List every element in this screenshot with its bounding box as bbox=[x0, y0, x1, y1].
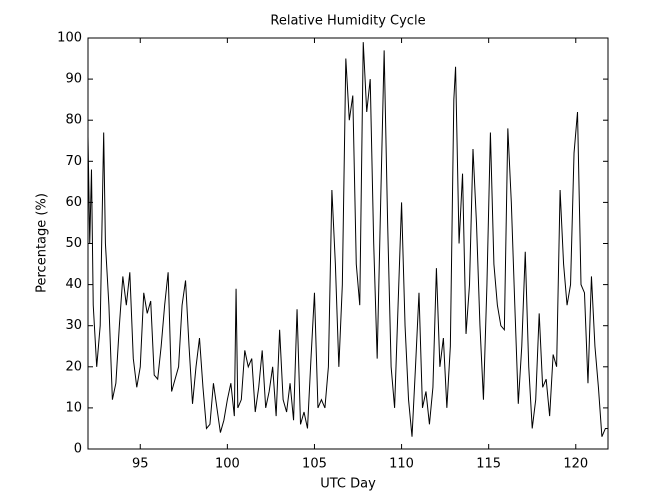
y-tick-label: 50 bbox=[65, 236, 82, 251]
x-tick-label: 120 bbox=[563, 457, 588, 472]
y-tick-label: 70 bbox=[65, 154, 82, 169]
y-tick-label: 100 bbox=[57, 31, 82, 46]
y-axis-label: Percentage (%) bbox=[35, 193, 50, 293]
chart-title: Relative Humidity Cycle bbox=[270, 14, 425, 29]
y-tick-label: 60 bbox=[65, 195, 82, 210]
y-tick-label: 30 bbox=[65, 318, 82, 333]
x-tick-label: 110 bbox=[389, 457, 414, 472]
x-tick-label: 100 bbox=[215, 457, 240, 472]
y-tick-label: 20 bbox=[65, 359, 82, 374]
y-tick-label: 80 bbox=[65, 113, 82, 128]
y-tick-label: 40 bbox=[65, 277, 82, 292]
x-axis-label: UTC Day bbox=[320, 477, 376, 492]
x-tick-label: 115 bbox=[476, 457, 501, 472]
y-tick-label: 10 bbox=[65, 400, 82, 415]
y-tick-label: 90 bbox=[65, 72, 82, 87]
y-tick-label: 0 bbox=[74, 442, 82, 457]
x-tick-label: 105 bbox=[302, 457, 327, 472]
data-line bbox=[87, 42, 608, 437]
x-tick-label: 95 bbox=[132, 457, 149, 472]
